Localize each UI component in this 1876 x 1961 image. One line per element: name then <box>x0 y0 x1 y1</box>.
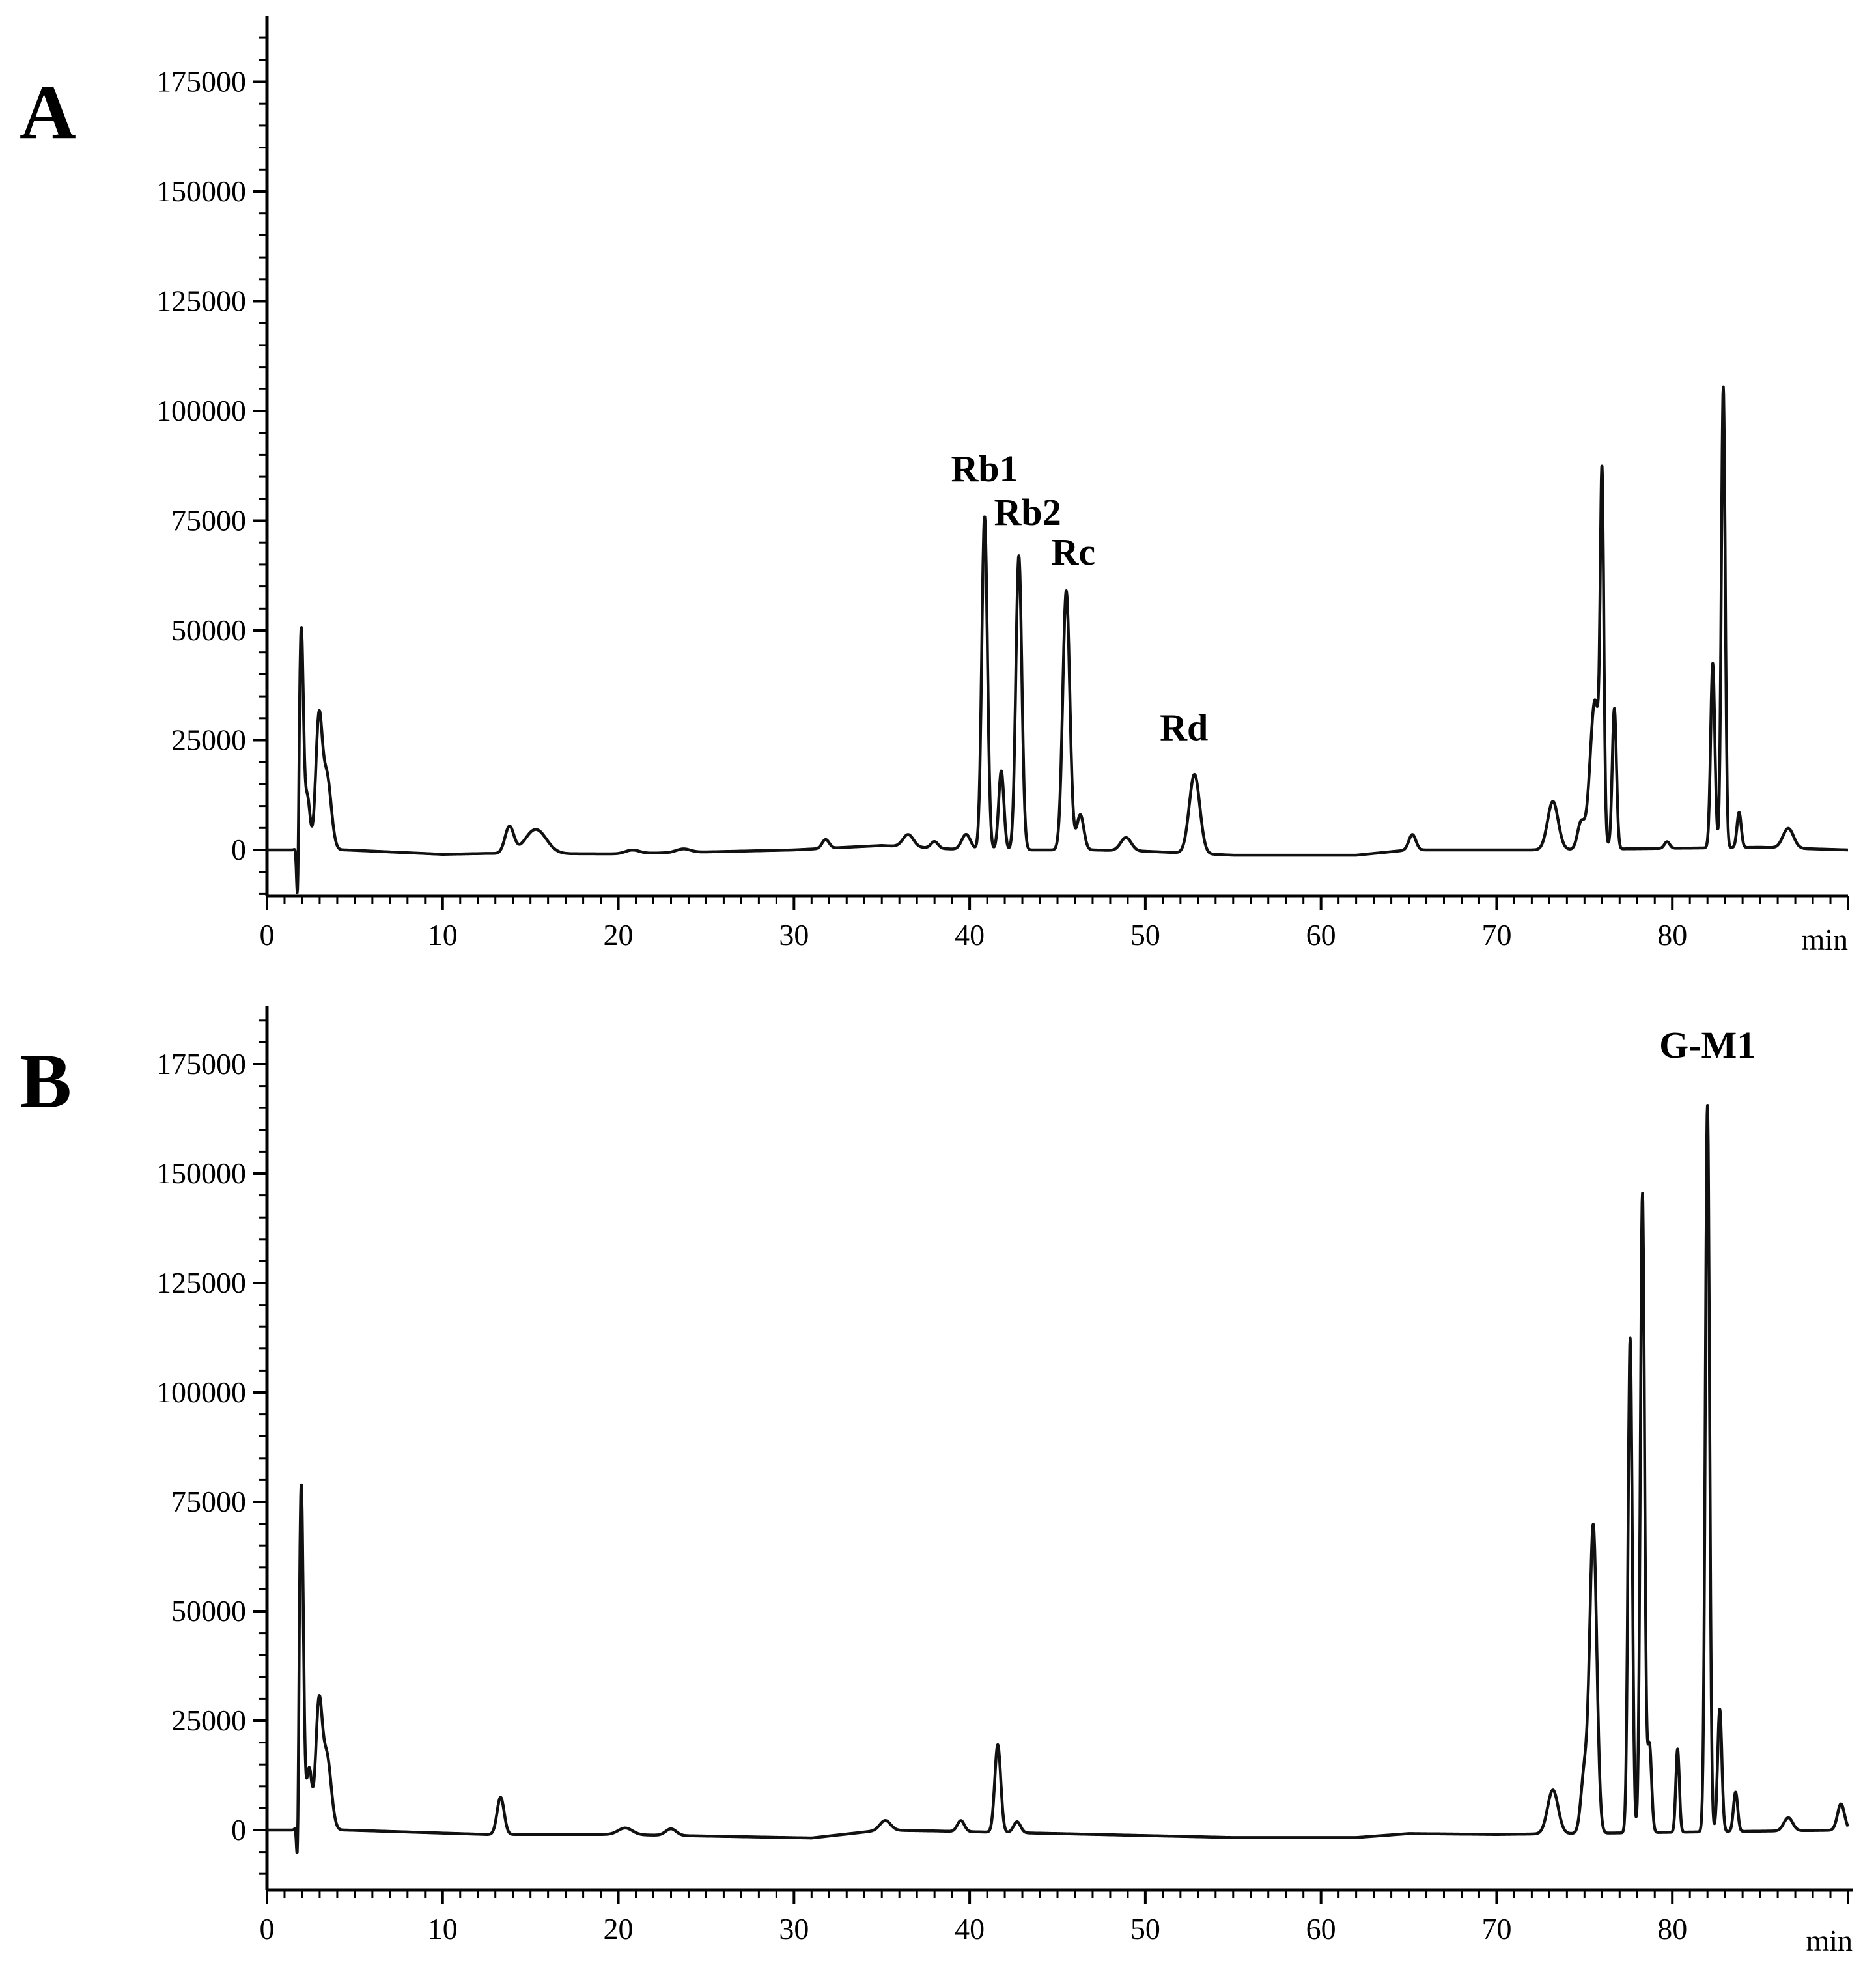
x-tick-label: 70 <box>1481 918 1511 952</box>
y-tick-label: 100000 <box>156 394 246 427</box>
y-tick-label: 50000 <box>171 614 246 647</box>
x-tick-label: 30 <box>779 1912 809 1945</box>
chromatogram-panel-a: A min 0 25000 50000 75000 100000 125000 150000… <box>20 16 1849 956</box>
x-tick-label: 10 <box>428 1912 458 1945</box>
y-tick-label: 50000 <box>171 1594 246 1628</box>
x-tick-label: 50 <box>1130 918 1160 952</box>
y-tick-label: 100000 <box>156 1376 246 1409</box>
peak-annotation-label: Rd <box>1160 707 1208 749</box>
y-tick-label: 0 <box>231 833 246 866</box>
x-tick-label: 10 <box>428 918 458 952</box>
chromatogram-trace-a <box>266 385 1849 894</box>
x-tick-label: 0 <box>260 918 275 952</box>
panel-label-a: A <box>20 68 76 155</box>
y-tick-label: 150000 <box>156 1157 246 1190</box>
peak-annotation-label: Rb1 <box>951 447 1018 490</box>
y-tick-label: 125000 <box>156 1266 246 1299</box>
x-tick-label: 80 <box>1657 918 1687 952</box>
x-tick-label: 20 <box>604 918 634 952</box>
x-tick-label: 70 <box>1481 1912 1511 1945</box>
x-tick-label: 20 <box>604 1912 634 1945</box>
y-tick-label: 25000 <box>171 724 246 757</box>
y-tick-label: 75000 <box>171 504 246 537</box>
x-tick-label: 30 <box>779 918 809 952</box>
y-tick-label: 25000 <box>171 1704 246 1737</box>
x-tick-label: 0 <box>260 1912 275 1945</box>
x-tick-label: 80 <box>1657 1912 1687 1945</box>
x-tick-label: 40 <box>955 1912 985 1945</box>
chromatogram-panel-b: B min 0 25000 50000 75000 100000 125000 150000… <box>20 1006 1853 1957</box>
x-tick-label: 60 <box>1306 918 1336 952</box>
y-tick-label: 175000 <box>156 1047 246 1080</box>
y-tick-label: 125000 <box>156 285 246 318</box>
x-axis-unit-label-a: min <box>1801 923 1848 956</box>
y-tick-label: 175000 <box>156 65 246 98</box>
peak-annotation-label: G-M1 <box>1659 1024 1756 1066</box>
peak-annotation-label: Rb2 <box>994 491 1061 533</box>
panel-label-b: B <box>20 1037 72 1124</box>
x-axis-unit-label-b: min <box>1806 1924 1853 1957</box>
y-tick-label: 0 <box>231 1813 246 1846</box>
x-tick-label: 50 <box>1130 1912 1160 1945</box>
chromatogram-trace-b <box>266 1103 1850 1854</box>
y-tick-label: 150000 <box>156 175 246 208</box>
x-tick-label: 40 <box>955 918 985 952</box>
x-tick-label: 60 <box>1306 1912 1336 1945</box>
peak-annotation-label: Rc <box>1051 531 1095 573</box>
y-tick-label: 75000 <box>171 1485 246 1518</box>
